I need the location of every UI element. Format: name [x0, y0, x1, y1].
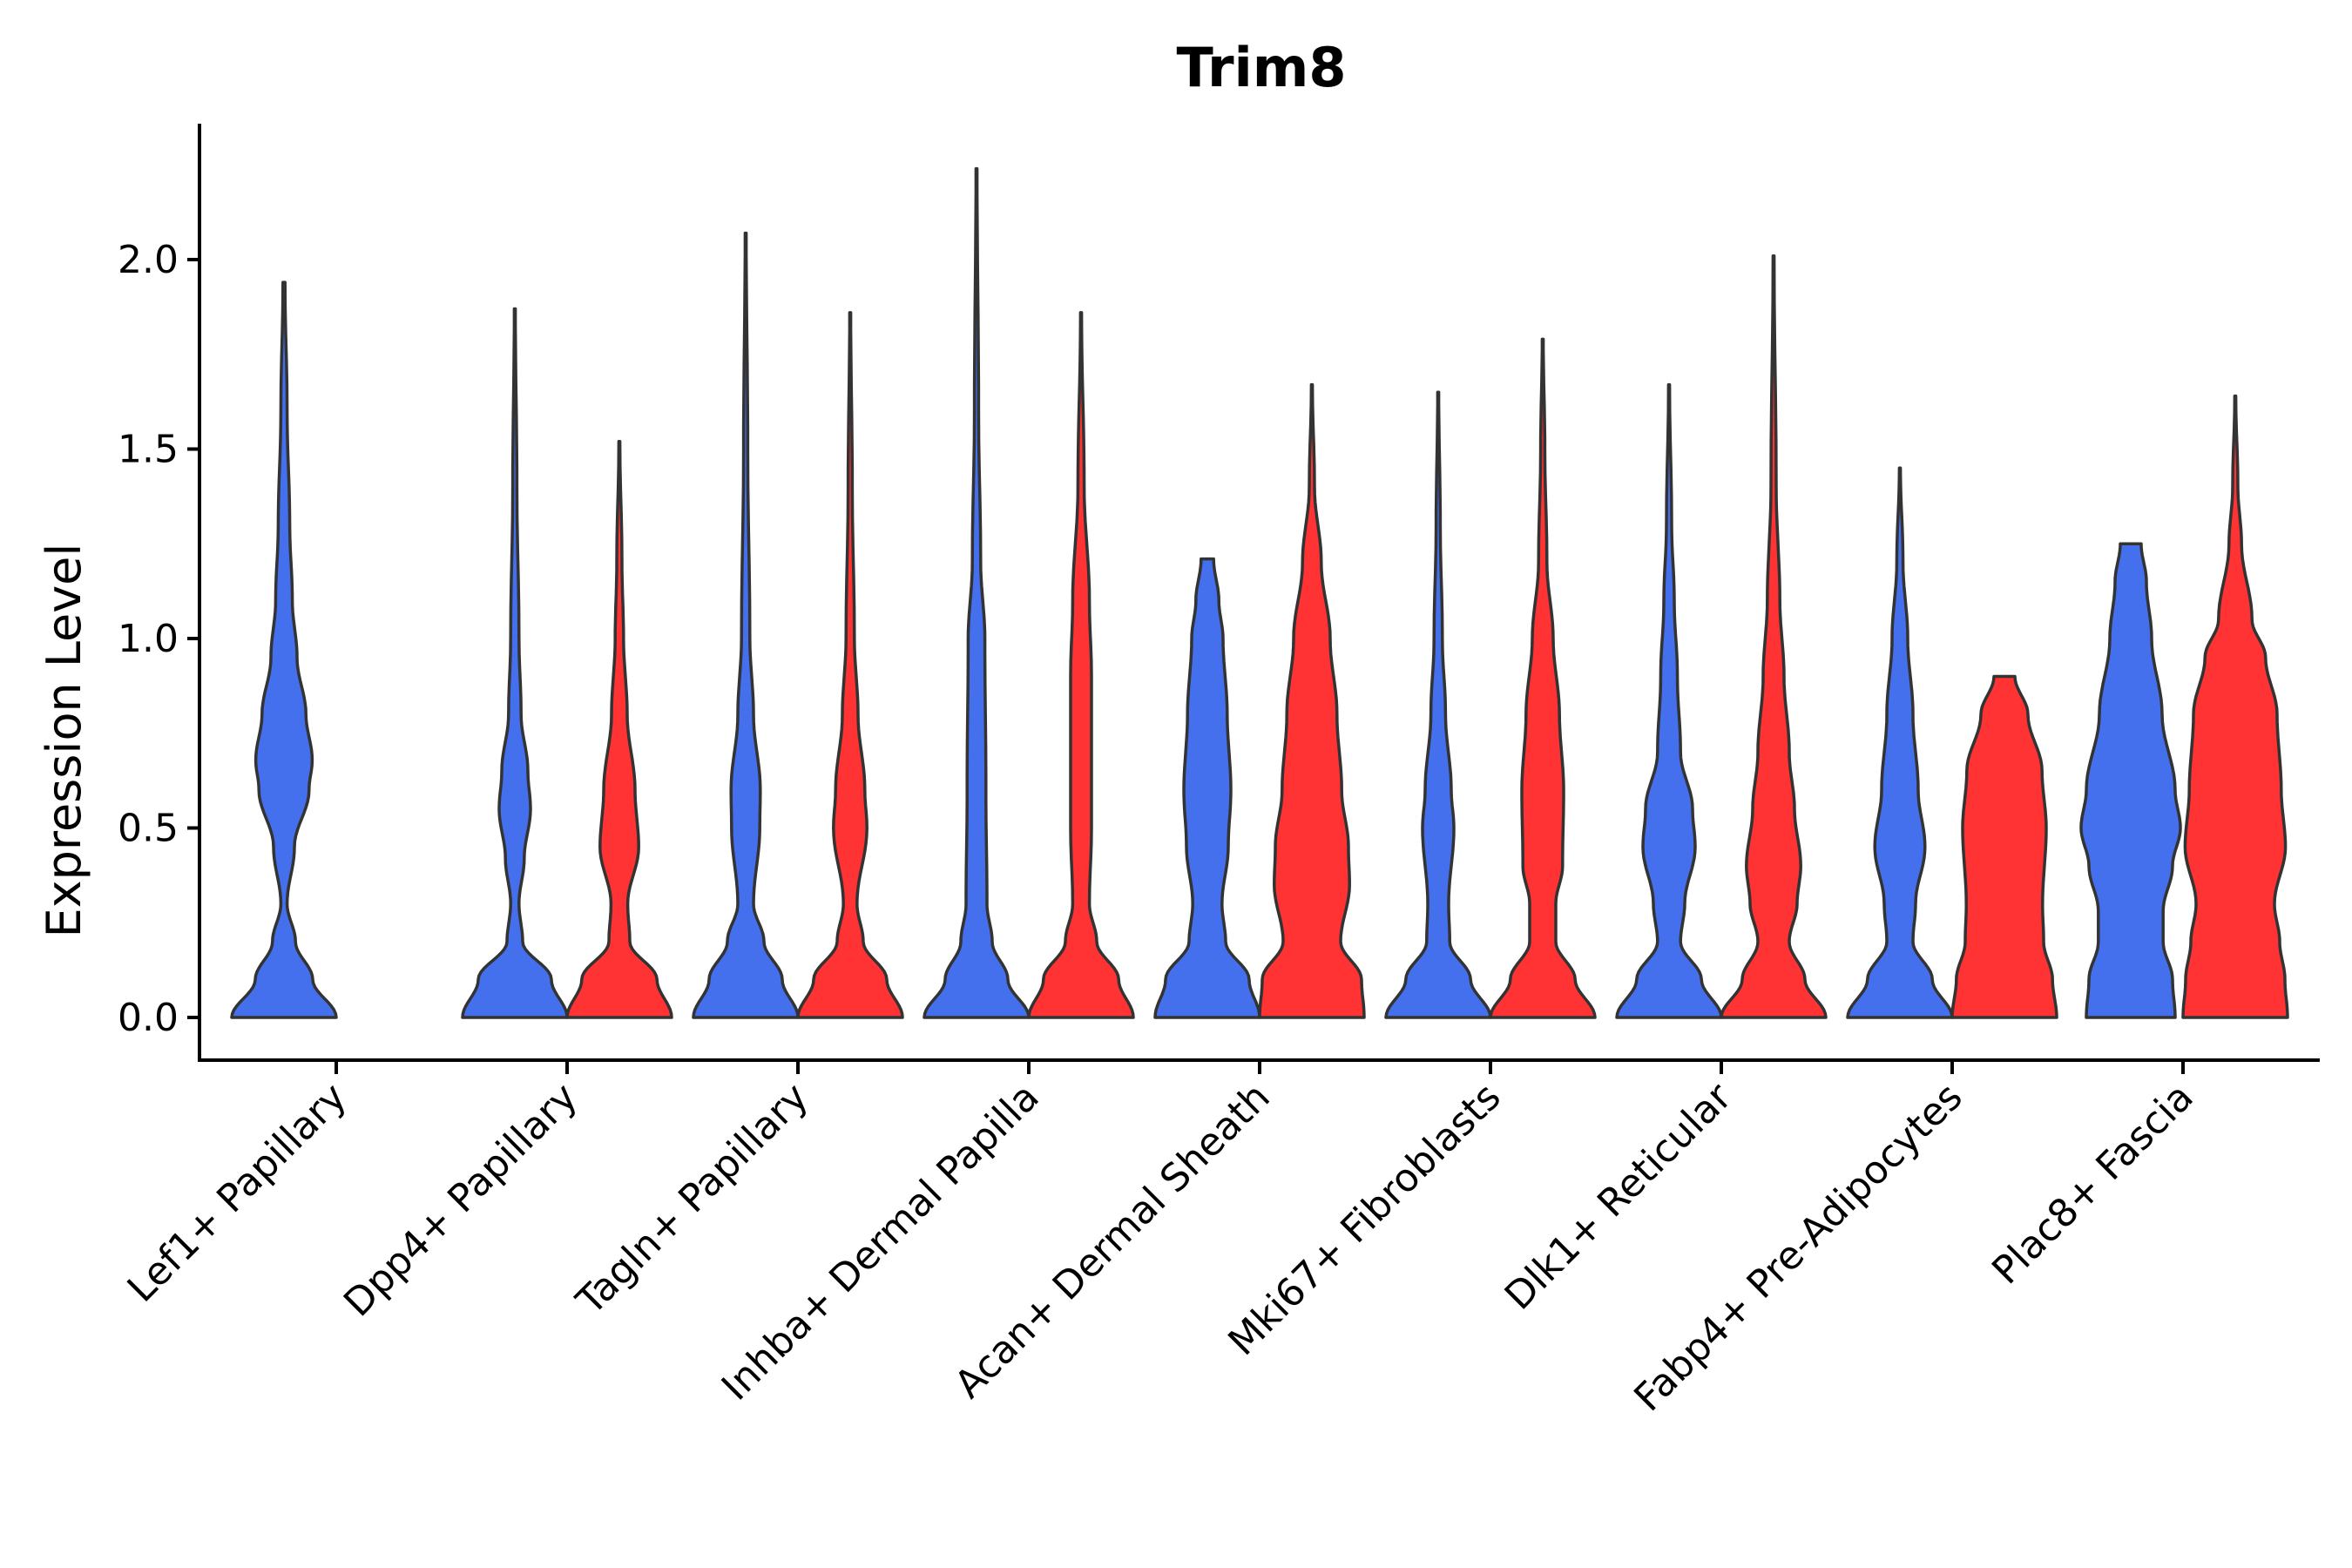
y-tick-label: 0.0 — [118, 996, 179, 1040]
y-tick-label: 0.5 — [118, 807, 179, 851]
violin-red-6 — [1720, 253, 1828, 1019]
x-tick-label: Plac8+ Fascia — [1984, 1075, 2202, 1294]
violin-red-3 — [1027, 311, 1135, 1019]
violin-blue-5 — [1384, 390, 1492, 1019]
x-tick-label: Lef1+ Papillary — [119, 1075, 355, 1311]
violin-red-2 — [796, 311, 904, 1019]
violin-red-7 — [1950, 674, 2058, 1019]
violin-red-5 — [1489, 337, 1597, 1019]
violin-blue-8 — [2079, 542, 2182, 1019]
violin-red-4 — [1258, 382, 1366, 1019]
y-tick-label: 2.0 — [118, 238, 179, 282]
violin-layer — [230, 166, 2289, 1019]
chart-title: Trim8 — [1176, 36, 1346, 99]
violin-blue-6 — [1615, 382, 1723, 1019]
x-tick-label: Tagln+ Papillary — [568, 1075, 817, 1324]
violin-blue-3 — [923, 166, 1031, 1019]
violin-red-8 — [2181, 394, 2289, 1019]
x-tick-label: Dlk1+ Reticular — [1497, 1074, 1741, 1319]
y-tick-label: 1.5 — [118, 428, 179, 472]
x-tick-label: Dpp4+ Papillary — [335, 1075, 586, 1326]
violin-blue-7 — [1846, 466, 1954, 1019]
violin-blue-1 — [461, 307, 569, 1019]
y-axis-ticks: 0.0 0.5 1.0 1.5 2.0 — [118, 238, 199, 1040]
violin-blue-2 — [692, 231, 800, 1019]
y-axis-label: Expression Level — [37, 544, 91, 938]
violin-blue-4 — [1153, 557, 1261, 1019]
violin-red-1 — [565, 440, 673, 1019]
y-tick-label: 1.0 — [118, 617, 179, 661]
violin-blue-0 — [230, 280, 338, 1019]
